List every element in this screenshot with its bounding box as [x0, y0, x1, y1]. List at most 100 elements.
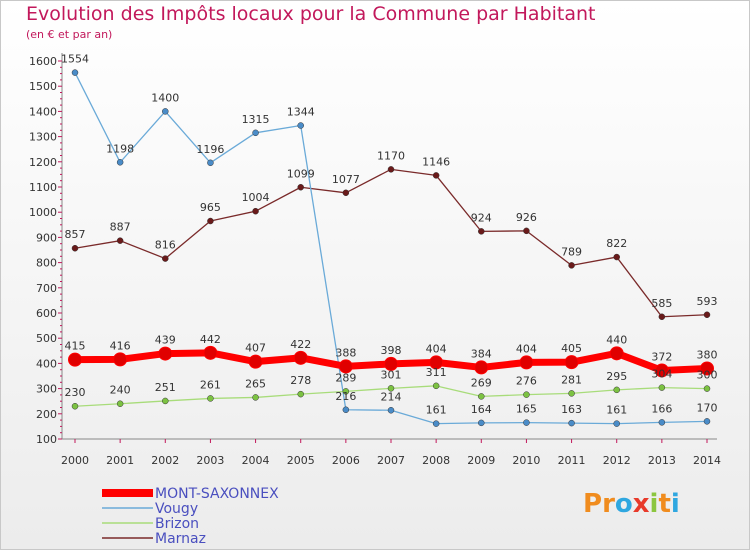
data-label: 214 — [381, 390, 402, 403]
data-point — [342, 189, 350, 197]
data-label: 281 — [561, 373, 582, 386]
data-label: 789 — [561, 245, 582, 258]
data-label: 230 — [65, 386, 86, 399]
y-tick-label: 1100 — [29, 181, 57, 194]
x-tick-label: 2012 — [603, 454, 631, 467]
data-point — [158, 346, 173, 361]
data-label: 372 — [651, 350, 672, 363]
data-point — [293, 350, 308, 365]
y-tick-label: 800 — [36, 257, 57, 270]
data-label: 926 — [516, 211, 537, 224]
x-tick-label: 2007 — [377, 454, 405, 467]
y-tick-label: 1300 — [29, 131, 57, 144]
y-tick-label: 600 — [36, 307, 57, 320]
data-point — [523, 391, 530, 398]
data-label: 301 — [381, 368, 402, 381]
data-point — [297, 184, 304, 191]
data-label: 1004 — [242, 191, 270, 204]
data-label: 1344 — [287, 106, 315, 119]
data-label: 1198 — [106, 142, 134, 155]
data-label: 422 — [290, 338, 311, 351]
data-label: 965 — [200, 201, 221, 214]
x-tick-label: 2004 — [242, 454, 270, 467]
data-point — [384, 356, 398, 371]
y-tick-label: 1400 — [29, 105, 57, 118]
data-label: 289 — [335, 371, 356, 384]
data-label: 404 — [426, 342, 447, 355]
x-tick-label: 2000 — [61, 454, 89, 467]
y-tick-label: 400 — [36, 357, 57, 370]
data-point — [207, 217, 214, 225]
data-point — [564, 355, 579, 370]
data-label: 1099 — [287, 167, 315, 180]
data-label: 415 — [65, 340, 86, 353]
data-point — [252, 207, 259, 215]
data-label: 405 — [561, 342, 582, 355]
data-label: 388 — [335, 346, 356, 359]
data-point — [68, 352, 82, 367]
x-tick-label: 2001 — [106, 454, 134, 467]
data-point — [613, 253, 620, 261]
data-point — [654, 363, 669, 378]
data-point — [71, 244, 79, 252]
logo-letter: x — [632, 489, 650, 519]
y-tick-label: 1600 — [29, 55, 57, 68]
data-label: 161 — [606, 404, 627, 417]
data-label: 404 — [516, 342, 537, 355]
data-point — [658, 313, 666, 321]
y-tick-label: 100 — [36, 433, 57, 446]
data-point — [207, 159, 214, 167]
data-point — [71, 402, 79, 410]
y-tick-label: 500 — [36, 332, 57, 345]
x-tick-label: 2013 — [648, 454, 676, 467]
data-point — [342, 388, 350, 395]
data-point — [342, 406, 350, 414]
data-point — [519, 355, 534, 370]
data-point — [71, 69, 79, 76]
data-label: 311 — [426, 366, 447, 379]
data-label: 442 — [200, 333, 221, 346]
data-point — [478, 228, 485, 235]
chart-subtitle: (en € et par an) — [26, 28, 113, 41]
data-point — [523, 227, 530, 235]
data-point — [387, 385, 395, 392]
data-label: 822 — [606, 237, 627, 250]
data-label: 276 — [516, 375, 537, 388]
data-label: 278 — [290, 374, 311, 387]
data-point — [387, 166, 395, 173]
data-point — [116, 159, 124, 166]
x-tick-label: 2011 — [558, 454, 586, 467]
data-label: 300 — [697, 369, 718, 382]
data-label: 1170 — [377, 149, 405, 162]
data-point — [113, 352, 128, 367]
data-point — [523, 419, 530, 426]
data-point — [658, 384, 666, 391]
logo-letter: t — [658, 489, 671, 519]
data-point — [703, 418, 711, 425]
x-tick-label: 2009 — [467, 454, 495, 467]
data-label: 269 — [471, 376, 492, 389]
data-label: 165 — [516, 403, 537, 416]
data-label: 240 — [110, 384, 131, 397]
y-tick-label: 200 — [36, 408, 57, 421]
data-point — [658, 419, 666, 426]
data-point — [203, 345, 218, 360]
x-tick-label: 2002 — [151, 454, 179, 467]
data-label: 163 — [561, 403, 582, 416]
data-label: 1196 — [196, 143, 224, 156]
data-point — [162, 108, 169, 115]
data-point — [613, 420, 620, 427]
data-point — [700, 361, 714, 376]
data-label: 1146 — [422, 155, 450, 168]
data-point — [252, 129, 259, 137]
data-label: 857 — [65, 228, 86, 241]
data-label: 170 — [697, 401, 718, 414]
data-label: 1554 — [61, 53, 89, 66]
data-point — [432, 172, 440, 179]
data-label: 384 — [471, 347, 492, 360]
data-point — [478, 393, 485, 400]
logo-letter: P — [583, 489, 603, 519]
data-point — [387, 407, 395, 414]
